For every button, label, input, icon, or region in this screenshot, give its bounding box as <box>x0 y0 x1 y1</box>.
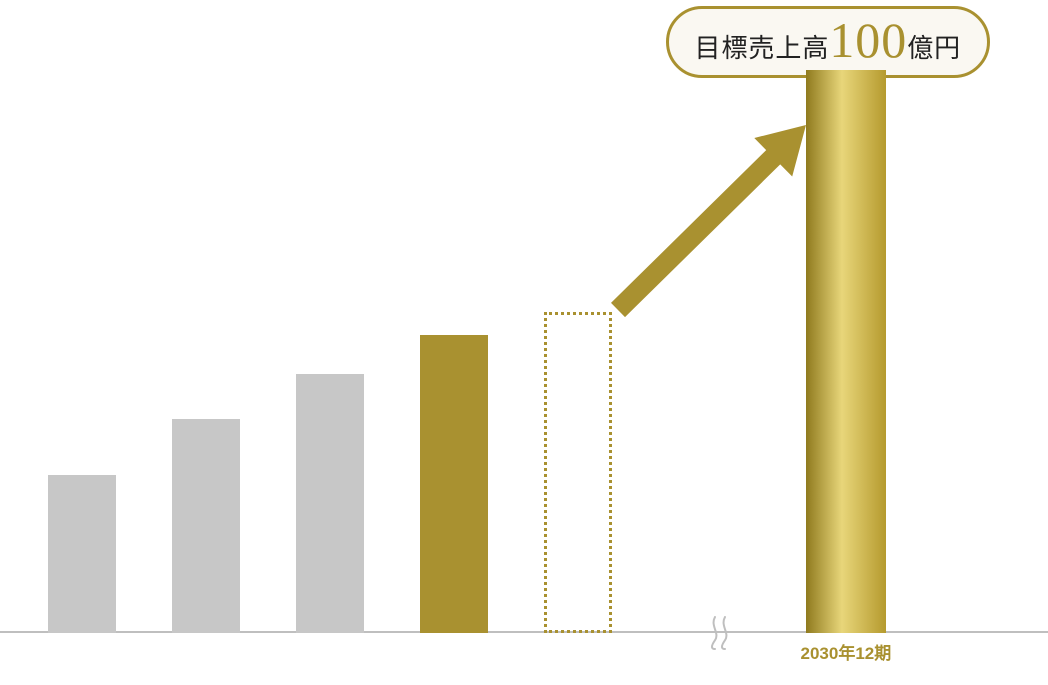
bar-5 <box>544 312 612 633</box>
bar-4 <box>420 335 488 633</box>
growth-arrow-icon <box>0 0 1048 685</box>
callout-number: 100 <box>829 15 907 65</box>
bar-1 <box>48 475 116 633</box>
bar-2 <box>172 419 240 633</box>
bar-6 <box>806 70 886 633</box>
x-axis-label-2030: 2030年12期 <box>801 639 892 664</box>
target-callout: 目標売上高 100 億円 <box>666 6 991 78</box>
revenue-target-chart: 目標売上高 100 億円 2030年12期 <box>0 0 1048 685</box>
callout-prefix: 目標売上高 <box>695 35 830 61</box>
bar-3 <box>296 374 364 633</box>
callout-suffix: 億円 <box>907 35 961 61</box>
